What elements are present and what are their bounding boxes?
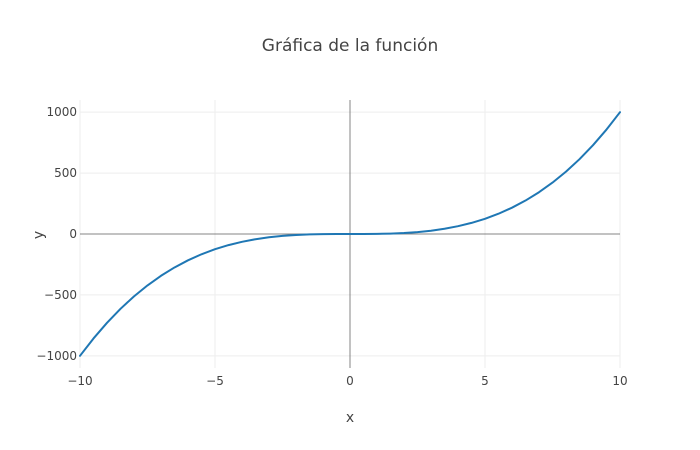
y-tick-label-2: 0 (69, 227, 77, 241)
y-axis-title: y (31, 231, 47, 239)
x-axis-ticks: −10 −5 0 5 10 (67, 374, 627, 388)
y-tick-label-1: −500 (44, 288, 77, 302)
x-tick-label-2: 0 (346, 374, 354, 388)
y-tick-label-3: 500 (54, 166, 77, 180)
series-line-0 (79, 111, 621, 357)
x-axis-title: x (346, 410, 354, 426)
x-tick-label-1: −5 (206, 374, 224, 388)
y-tick-label-4: 1000 (46, 105, 77, 119)
x-tick-label-3: 5 (481, 374, 489, 388)
x-tick-label-0: −10 (67, 374, 92, 388)
series-layer (79, 111, 621, 357)
y-axis-ticks: −1000 −500 0 500 1000 (36, 105, 77, 363)
y-tick-label-0: −1000 (36, 349, 77, 363)
chart-title: Gráfica de la función (262, 36, 438, 56)
x-tick-label-4: 10 (612, 374, 627, 388)
